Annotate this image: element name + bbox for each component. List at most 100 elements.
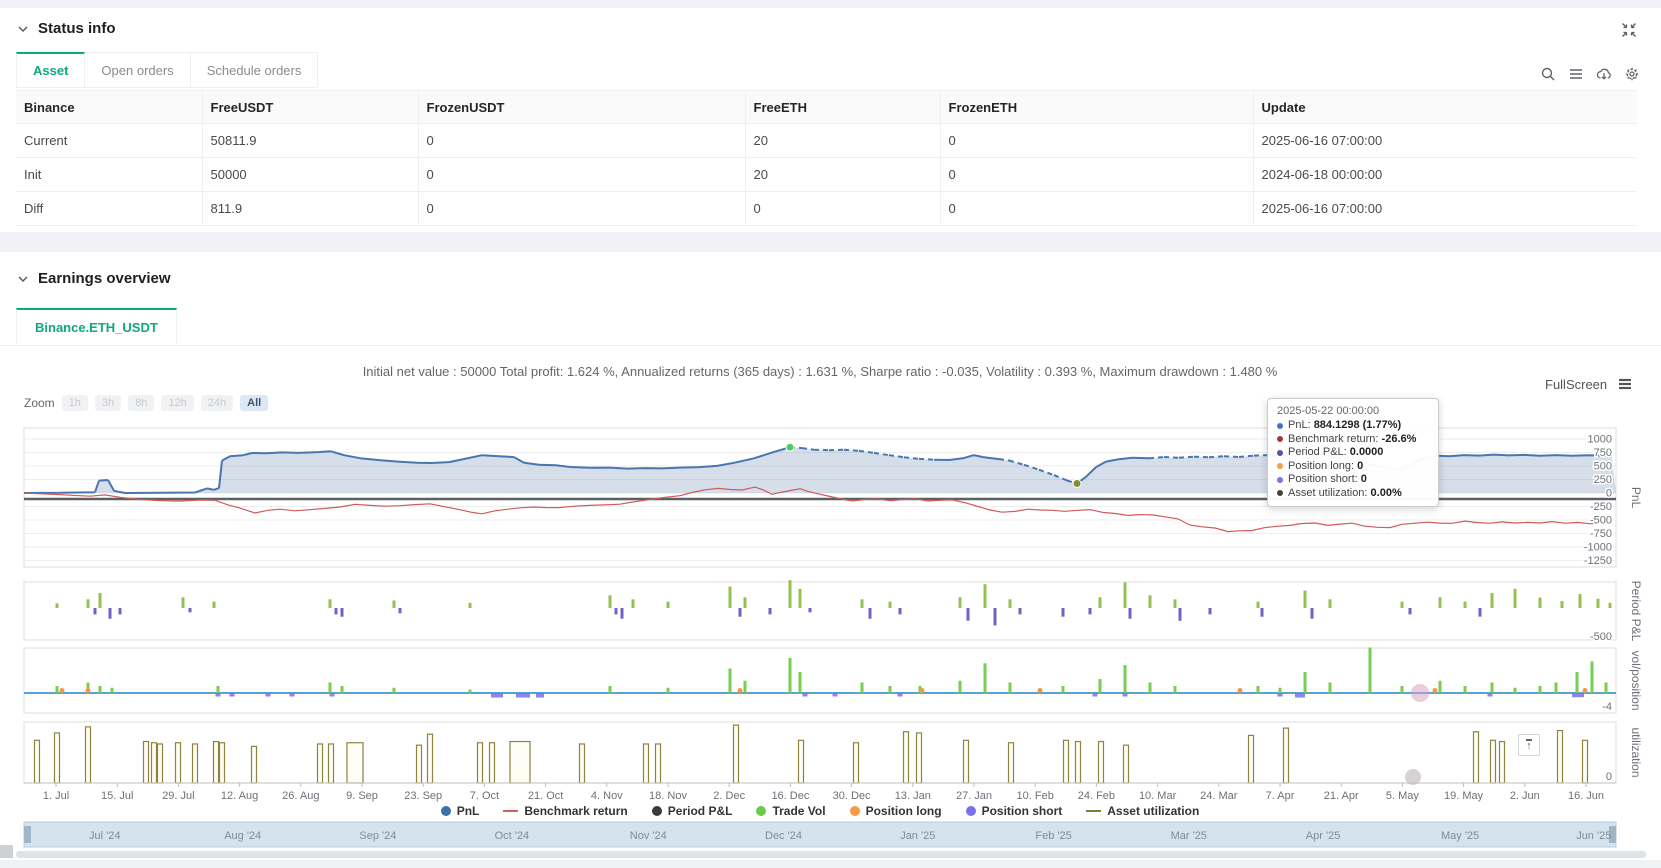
tab-schedule-orders[interactable]: Schedule orders bbox=[190, 52, 319, 88]
search-icon[interactable] bbox=[1540, 66, 1556, 82]
chart-legend: PnL Benchmark return Period P&L Trade Vol Po… bbox=[0, 804, 1640, 818]
position-long-dot bbox=[1432, 688, 1438, 693]
cell: 0 bbox=[940, 191, 1254, 226]
legend-label: Asset utilization bbox=[1107, 804, 1200, 818]
x-tick-label: 27. Jan bbox=[956, 790, 992, 802]
tab-open-orders[interactable]: Open orders bbox=[85, 52, 191, 88]
position-long-dot bbox=[919, 688, 925, 693]
y-tick-label: 250 bbox=[1594, 474, 1612, 486]
col-header: FreeUSDT bbox=[202, 90, 419, 124]
x-tick-label: 24. Mar bbox=[1200, 790, 1238, 802]
tooltip-row: Position long: 0 bbox=[1277, 460, 1429, 474]
cell: 2024-06-18 00:00:00 bbox=[1253, 157, 1637, 192]
chart-tooltip: 2025-05-22 00:00:00 PnL: 884.1298 (1.77%… bbox=[1267, 398, 1439, 507]
earnings-chart[interactable]: Jul '24 Aug '24 Sep '24 Oct '24 Nov '24 Dec '… bbox=[0, 252, 1661, 860]
settings-gear-icon[interactable] bbox=[1624, 66, 1640, 82]
x-tick-label: 21. Apr bbox=[1324, 790, 1359, 802]
cell: 2025-06-16 07:00:00 bbox=[1253, 191, 1637, 226]
legend-marker bbox=[651, 806, 662, 816]
cloud-download-icon[interactable] bbox=[1596, 66, 1612, 82]
earnings-section-title: Earnings overview bbox=[38, 270, 171, 287]
status-section-header[interactable]: Status info bbox=[17, 20, 116, 37]
arrow-up-icon: ↑ bbox=[1526, 738, 1532, 752]
chevron-down-icon bbox=[18, 276, 28, 282]
legend-item-period-p-l[interactable]: Period P&L bbox=[651, 804, 733, 818]
table-toolbar bbox=[1540, 66, 1640, 82]
x-tick-label: 18. Nov bbox=[649, 790, 687, 802]
zoom-12h[interactable]: 12h bbox=[161, 395, 194, 411]
cell: 2025-06-16 07:00:00 bbox=[1253, 123, 1637, 158]
tab-asset[interactable]: Asset bbox=[16, 52, 86, 88]
x-tick-label: 24. Feb bbox=[1078, 790, 1115, 802]
datazoom-label: Apr '25 bbox=[1306, 830, 1341, 842]
datazoom-strip bbox=[23, 821, 1617, 848]
legend-item-trade-vol[interactable]: Trade Vol bbox=[756, 804, 826, 818]
legend-marker bbox=[503, 810, 519, 812]
x-tick-label: 5. May bbox=[1386, 790, 1420, 802]
zoom-3h[interactable]: 3h bbox=[94, 395, 122, 411]
zoom-24h[interactable]: 24h bbox=[200, 395, 234, 411]
cell: 20 bbox=[745, 157, 941, 192]
position-long-dot bbox=[85, 688, 91, 693]
current-link[interactable]: Current bbox=[16, 123, 203, 158]
menu-icon[interactable] bbox=[1568, 66, 1584, 82]
asset-table-header: Binance FreeUSDT FrozenUSDT FreeETH Froz… bbox=[16, 90, 1637, 124]
horizontal-scrollbar[interactable] bbox=[0, 845, 1661, 860]
x-tick-label: 2. Jun bbox=[1510, 790, 1540, 802]
chart-toolbar: FullScreen bbox=[1545, 376, 1633, 392]
y-tick-label: -500 bbox=[1590, 515, 1612, 527]
scrollbar-thumb[interactable] bbox=[16, 851, 1646, 858]
status-section-title: Status info bbox=[38, 20, 116, 37]
x-tick-label: 10. Feb bbox=[1017, 790, 1054, 802]
y-tick-label: -1250 bbox=[1584, 555, 1612, 567]
legend-item-benchmark-return[interactable]: Benchmark return bbox=[503, 804, 628, 818]
x-tick-label: 29. Jul bbox=[162, 790, 194, 802]
legend-label: Period P&L bbox=[667, 804, 733, 818]
back-to-top-button[interactable]: ↑ bbox=[1518, 734, 1540, 756]
position-long-dot bbox=[1582, 688, 1588, 693]
compress-icon[interactable] bbox=[1621, 22, 1637, 38]
cell: Diff bbox=[16, 191, 203, 226]
legend-marker bbox=[849, 806, 860, 816]
y-tick-label: 500 bbox=[1594, 461, 1612, 473]
tooltip-row: Benchmark return: -26.6% bbox=[1277, 433, 1429, 447]
legend-item-position-long[interactable]: Position long bbox=[849, 804, 942, 818]
zoom-8h[interactable]: 8h bbox=[128, 395, 155, 411]
tooltip-text: PnL: 884.1298 (1.77%) bbox=[1288, 419, 1402, 431]
zoom-controls: Zoom 1h 3h 8h 12h 24h All bbox=[24, 395, 269, 411]
scrollbar-corner[interactable] bbox=[0, 845, 13, 858]
cell: 0 bbox=[745, 191, 941, 226]
x-tick-label: 19. May bbox=[1444, 790, 1484, 802]
tab-binance-eth-usdt[interactable]: Binance.ETH_USDT bbox=[16, 308, 177, 346]
vol-event-circle bbox=[1411, 684, 1429, 702]
legend-item-position-short[interactable]: Position short bbox=[965, 804, 1063, 818]
x-tick-label: 23. Sep bbox=[404, 790, 442, 802]
cell: Init bbox=[16, 157, 203, 192]
legend-item-asset-utilization[interactable]: Asset utilization bbox=[1086, 804, 1199, 818]
position-long-dot bbox=[1237, 688, 1243, 693]
util-event-circle bbox=[1405, 769, 1421, 785]
cell: 0 bbox=[940, 123, 1254, 158]
legend-item-pnl[interactable]: PnL bbox=[440, 804, 480, 818]
legend-label: Position short bbox=[981, 804, 1063, 818]
zoom-all[interactable]: All bbox=[240, 395, 269, 411]
earnings-overview-card: Earnings overview Binance.ETH_USDT Initi… bbox=[0, 252, 1661, 860]
tooltip-text: Asset utilization: 0.00% bbox=[1288, 486, 1402, 499]
legend-marker bbox=[756, 806, 767, 816]
chart-menu-icon[interactable] bbox=[1617, 376, 1633, 392]
x-tick-label: 7. Apr bbox=[1266, 790, 1295, 802]
tooltip-series-dot bbox=[1277, 490, 1283, 497]
datazoom-label: Jul '24 bbox=[89, 830, 120, 842]
axis-name-label: utilization bbox=[1629, 727, 1643, 777]
x-tick-label: 10. Mar bbox=[1139, 790, 1177, 802]
col-header: Update bbox=[1253, 90, 1637, 124]
legend-label: PnL bbox=[456, 804, 480, 818]
datazoom-label: Jun '25 bbox=[1576, 830, 1611, 842]
zoom-1h[interactable]: 1h bbox=[61, 395, 88, 411]
cell: 0 bbox=[418, 123, 746, 158]
x-tick-label: 16. Dec bbox=[771, 790, 809, 802]
legend-label: Position long bbox=[865, 804, 942, 818]
tab-divider bbox=[0, 345, 1661, 346]
earnings-section-header[interactable]: Earnings overview bbox=[17, 270, 171, 287]
fullscreen-button[interactable]: FullScreen bbox=[1545, 376, 1608, 392]
